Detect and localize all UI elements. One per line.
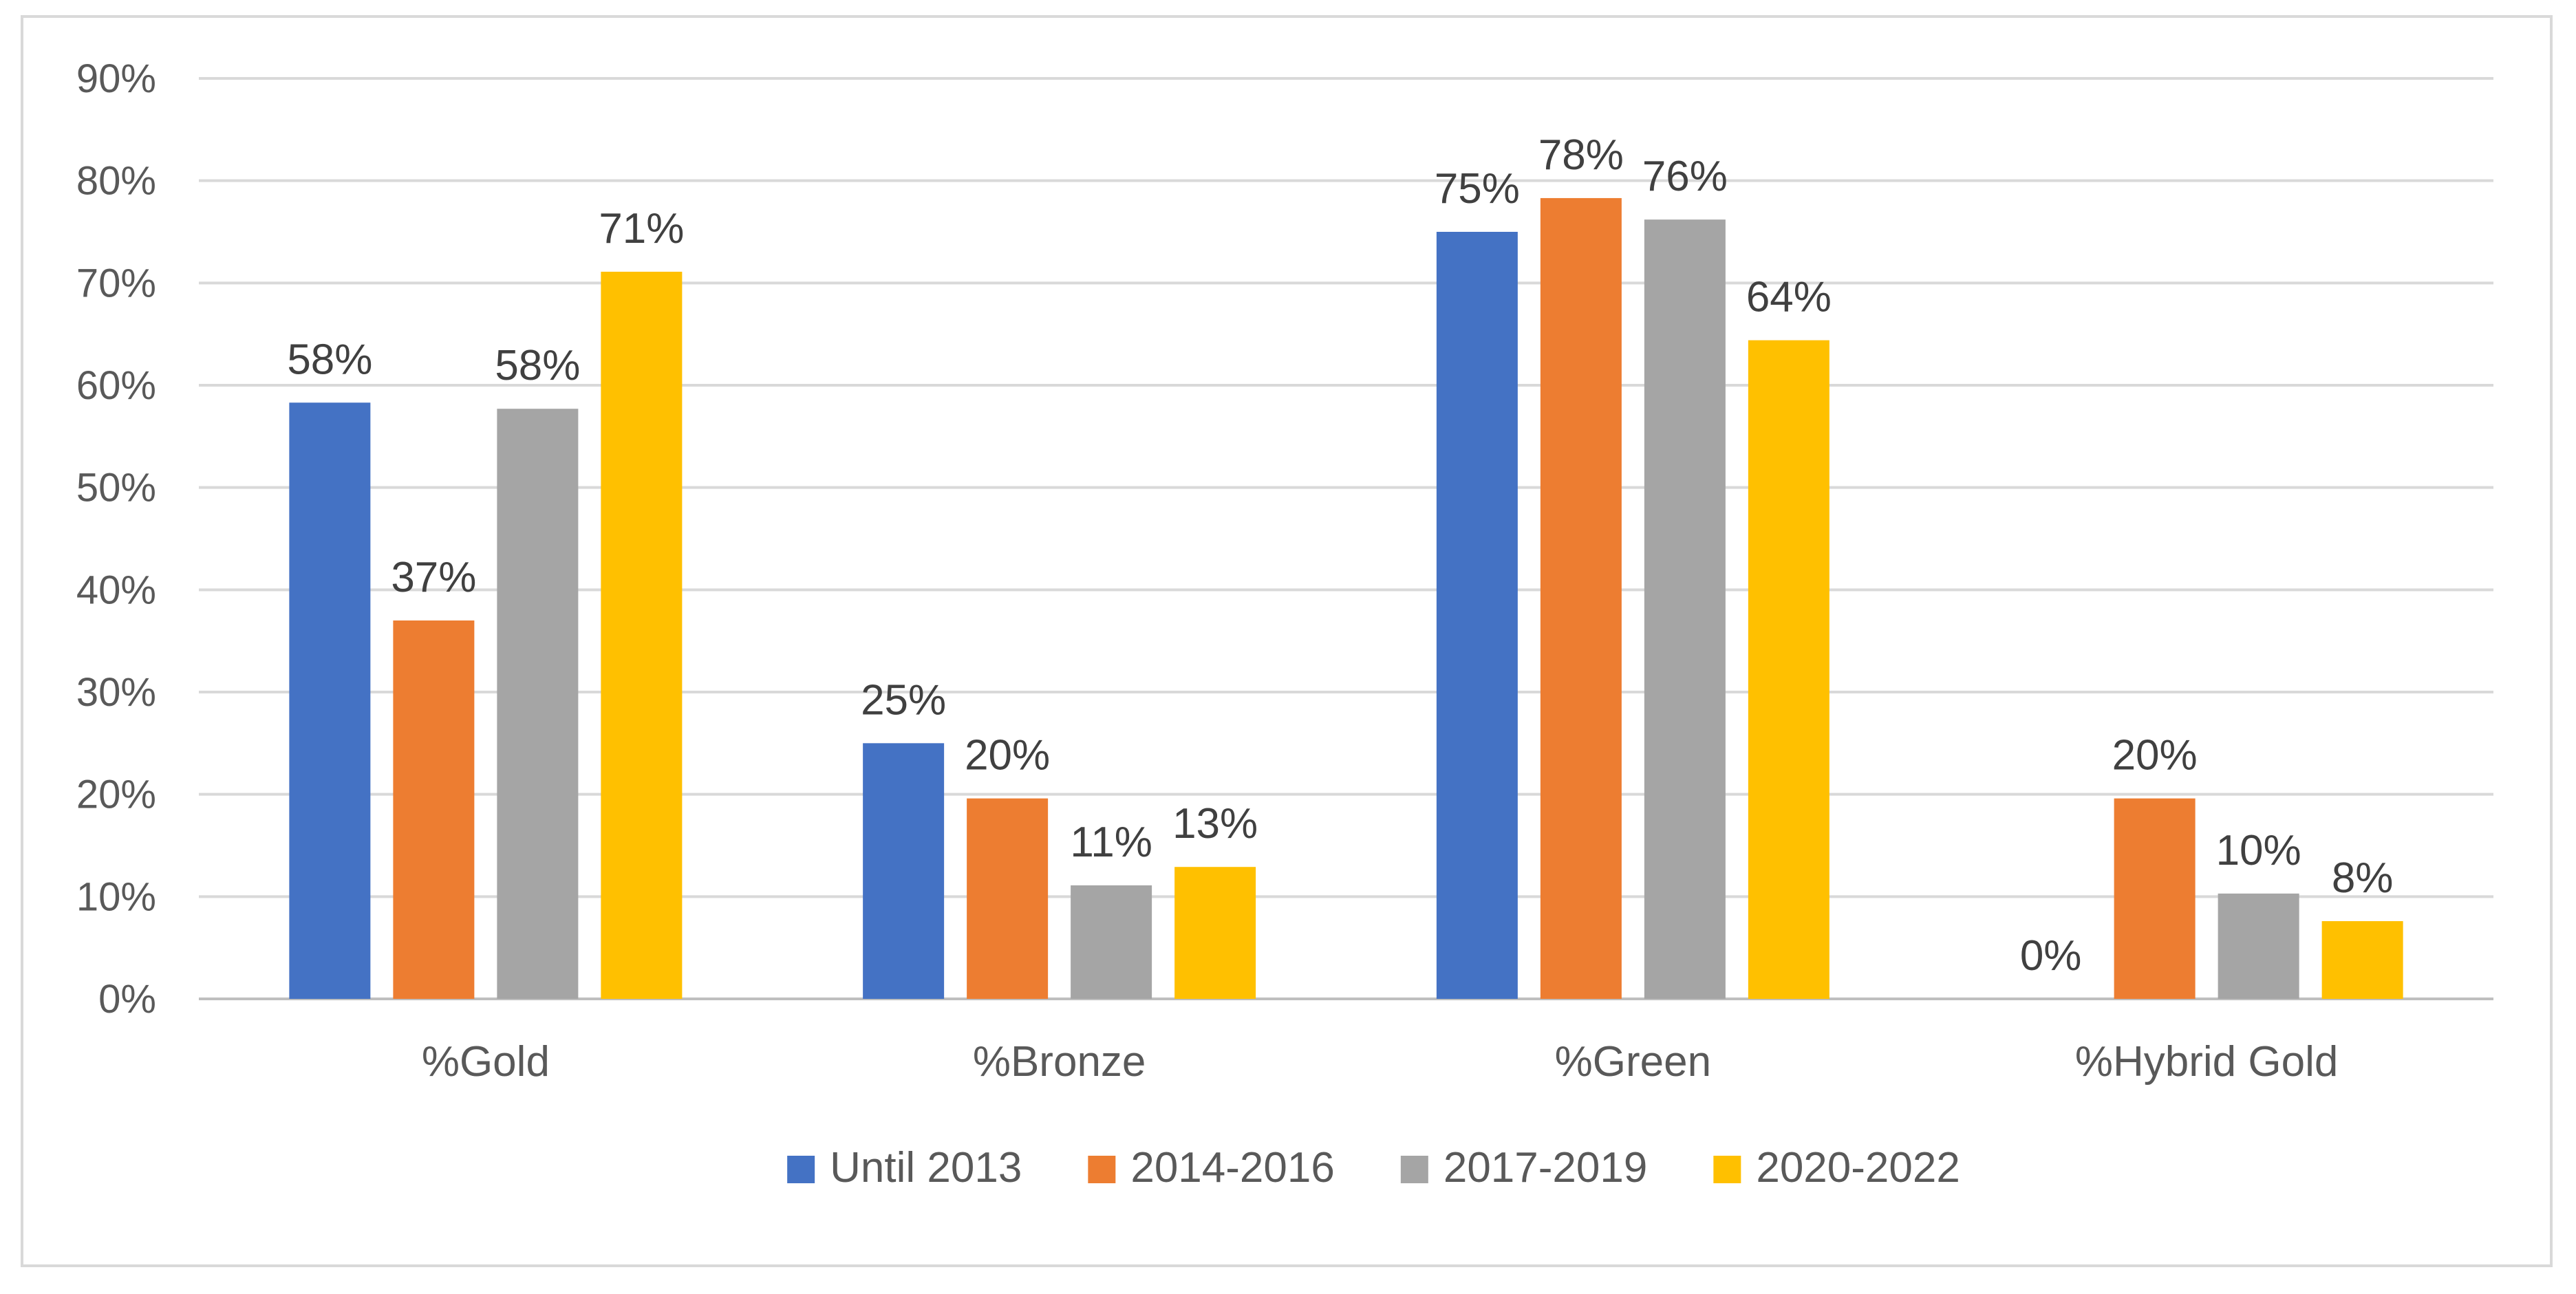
data-label: 58% bbox=[287, 336, 372, 383]
category-label: %Bronze bbox=[973, 1038, 1146, 1086]
bar-2017-2019--green bbox=[1644, 219, 1726, 999]
data-label: 75% bbox=[1435, 165, 1520, 213]
legend-label: 2014-2016 bbox=[1130, 1144, 1335, 1191]
data-label: 37% bbox=[391, 554, 476, 601]
bar-until-2013--bronze bbox=[863, 743, 945, 999]
legend-label: 2020-2022 bbox=[1756, 1144, 1960, 1191]
bar-2020-2022--gold bbox=[601, 271, 683, 1000]
chart-frame: 0% 10% 20% 30% 40% 50% 60% 70% 80% 90% 58% 37% 58% 7… bbox=[21, 15, 2553, 1267]
legend-swatch bbox=[1400, 1156, 1428, 1183]
legend-swatch bbox=[1088, 1156, 1116, 1183]
category-label: %Hybrid Gold bbox=[2075, 1038, 2338, 1086]
x-axis-categories: %Gold %Bronze %Green %Hybrid Gold bbox=[422, 1038, 2339, 1086]
data-label: 13% bbox=[1172, 800, 1258, 848]
bars bbox=[289, 197, 2403, 1000]
bar-2014-2016--bronze bbox=[967, 798, 1049, 999]
bar-chart: 0% 10% 20% 30% 40% 50% 60% 70% 80% 90% 58% 37% 58% 7… bbox=[76, 56, 2493, 1191]
data-label: 0% bbox=[2020, 932, 2082, 980]
data-label: 71% bbox=[599, 205, 684, 252]
bar-2020-2022--hybrid-gold bbox=[2321, 921, 2403, 999]
y-axis-ticks: 0% 10% 20% 30% 40% 50% 60% 70% 80% 90% bbox=[76, 56, 156, 1022]
y-tick-label: 20% bbox=[76, 773, 156, 817]
legend-swatch bbox=[787, 1156, 815, 1183]
data-label: 10% bbox=[2216, 827, 2301, 874]
bar-2020-2022--green bbox=[1748, 340, 1829, 999]
data-label: 78% bbox=[1538, 131, 1624, 179]
bar-until-2013--green bbox=[1436, 232, 1518, 999]
bar-until-2013--gold bbox=[289, 402, 371, 999]
y-tick-label: 50% bbox=[76, 466, 156, 510]
data-label: 11% bbox=[1070, 819, 1152, 866]
legend-swatch bbox=[1713, 1156, 1741, 1183]
bar-2014-2016--hybrid-gold bbox=[2114, 798, 2196, 999]
bar-2014-2016--gold bbox=[393, 620, 475, 999]
data-labels: 58% 37% 58% 71% 25% 20% 11% 13% 75% 78% 76% 64% 0% 20… bbox=[287, 131, 2393, 980]
bar-2017-2019--gold bbox=[497, 409, 579, 999]
y-tick-label: 40% bbox=[76, 568, 156, 612]
y-tick-label: 80% bbox=[76, 159, 156, 204]
gridlines bbox=[199, 77, 2493, 1000]
data-label: 8% bbox=[2332, 854, 2394, 902]
bar-2014-2016--green bbox=[1540, 197, 1622, 1000]
y-tick-label: 0% bbox=[98, 977, 156, 1022]
data-label: 76% bbox=[1642, 153, 1728, 200]
legend-label: 2017-2019 bbox=[1443, 1144, 1648, 1191]
y-tick-label: 90% bbox=[76, 56, 156, 101]
bar-2017-2019--hybrid-gold bbox=[2218, 893, 2299, 999]
legend-label: Until 2013 bbox=[830, 1144, 1022, 1191]
category-label: %Gold bbox=[422, 1038, 550, 1086]
data-label: 20% bbox=[965, 732, 1050, 779]
data-label: 25% bbox=[861, 676, 946, 724]
bar-2020-2022--bronze bbox=[1174, 867, 1256, 999]
y-tick-label: 70% bbox=[76, 261, 156, 305]
y-tick-label: 60% bbox=[76, 363, 156, 408]
legend: Until 2013 2014-2016 2017-2019 2020-2022 bbox=[787, 1144, 1960, 1191]
y-tick-label: 30% bbox=[76, 670, 156, 715]
bar-2017-2019--bronze bbox=[1071, 885, 1152, 999]
y-tick-label: 10% bbox=[76, 874, 156, 919]
category-label: %Green bbox=[1555, 1038, 1711, 1086]
data-label: 20% bbox=[2112, 732, 2198, 779]
data-label: 64% bbox=[1746, 274, 1832, 321]
data-label: 58% bbox=[495, 342, 580, 389]
